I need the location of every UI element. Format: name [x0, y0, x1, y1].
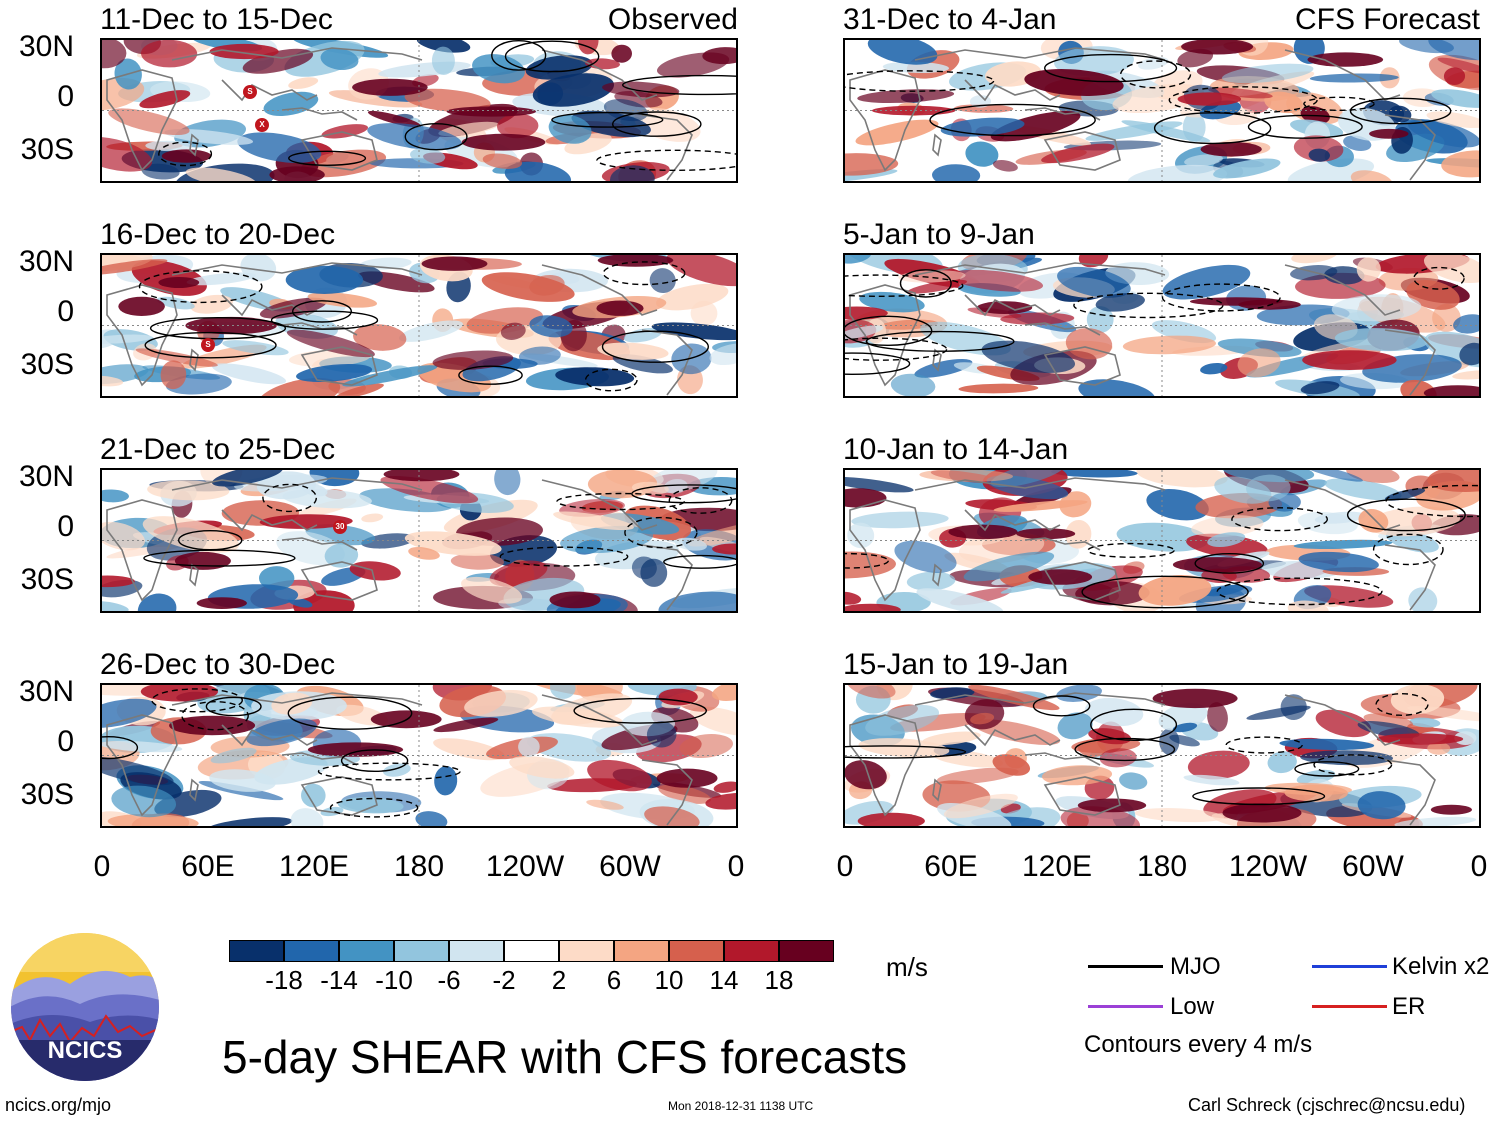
lon-label-l1: 60E [181, 850, 235, 883]
storm-marker: 30 [333, 520, 347, 534]
lat-label-left-2-0: 30N [18, 460, 74, 493]
map-panel-observed-4 [100, 683, 738, 828]
shear-field [845, 40, 1479, 181]
lat-label-left-1-2: 30S [20, 348, 74, 381]
map-panel-forecast-3 [843, 468, 1481, 613]
map-panel-observed-3: 30 [100, 468, 738, 613]
panel-title-left-4: 26-Dec to 30-Dec [100, 648, 336, 681]
colorbar-label: 10 [654, 965, 684, 995]
logo-text: NCICS [48, 1037, 123, 1064]
shear-field [102, 40, 736, 181]
colorbar-swatch [449, 940, 504, 962]
lat-label-left-1-1: 0 [57, 295, 74, 328]
lon-label-r2: 120E [1021, 850, 1093, 883]
lat-label-left-0-0: 30N [18, 30, 74, 63]
lon-label-r1: 60E [924, 850, 978, 883]
map-panel-forecast-2 [843, 253, 1481, 398]
colorbar-swatch [394, 940, 449, 962]
panel-title-left-3: 21-Dec to 25-Dec [100, 433, 336, 466]
colorbar-swatch [229, 940, 284, 962]
storm-marker: S [201, 338, 215, 352]
panel-title-right-3: 10-Jan to 14-Jan [843, 433, 1069, 466]
panel-title-left-2: 16-Dec to 20-Dec [100, 218, 336, 251]
footer-author: Carl Schreck (cjschrec@ncsu.edu) [1188, 1095, 1466, 1115]
lon-label-r3: 180 [1136, 850, 1188, 883]
footer-site: ncics.org/mjo [5, 1095, 112, 1115]
lon-label-l4: 120W [485, 850, 565, 883]
lon-label-l3: 180 [393, 850, 445, 883]
shear-field [102, 685, 736, 826]
lon-label-l0: 0 [93, 850, 111, 883]
colorbar-label: -18 [265, 965, 303, 995]
lat-label-left-2-1: 0 [57, 510, 74, 543]
ncics-logo: NCICS [11, 933, 159, 1081]
page-title: 5-day SHEAR with CFS forecasts [222, 1031, 908, 1083]
panel-tag-observed: Observed [607, 3, 738, 36]
footer-timestamp: Mon 2018-12-31 1138 UTC [668, 1099, 814, 1113]
storm-marker: X [255, 118, 269, 132]
lat-label-left-2-2: 30S [20, 563, 74, 596]
colorbar-swatch [284, 940, 339, 962]
colorbar-label: -14 [320, 965, 358, 995]
colorbar-swatch [724, 940, 779, 962]
lon-label-r0: 0 [836, 850, 854, 883]
panel-title-right-4: 15-Jan to 19-Jan [843, 648, 1069, 681]
legend-line-er [1312, 1005, 1387, 1008]
lat-label-left-3-1: 0 [57, 725, 74, 758]
lat-label-left-3-0: 30N [18, 675, 74, 708]
colorbar-swatch [559, 940, 614, 962]
lon-label-l6: 0 [727, 850, 745, 883]
shear-field [102, 255, 736, 396]
colorbar-label: -6 [437, 965, 461, 995]
colorbar-label: 18 [764, 965, 794, 995]
legend-label-kelvin: Kelvin x2 [1392, 953, 1490, 980]
shear-field [102, 470, 736, 611]
legend-line-kelvin [1312, 965, 1387, 968]
colorbar-label: 6 [606, 965, 622, 995]
colorbar-units: m/s [886, 952, 928, 982]
colorbar-label: -10 [375, 965, 413, 995]
legend-label-er: ER [1392, 993, 1426, 1020]
legend-label-low: Low [1170, 993, 1215, 1020]
legend-line-mjo [1088, 965, 1163, 968]
legend-contour-note: Contours every 4 m/s [1084, 1031, 1313, 1058]
lon-label-r5: 60W [1342, 850, 1404, 883]
panel-title-left-1: 11-Dec to 15-Dec [100, 3, 333, 36]
storm-marker: S [243, 85, 257, 99]
panel-tag-forecast: CFS Forecast [1294, 3, 1480, 36]
map-panel-forecast-1 [843, 38, 1481, 183]
legend-line-low [1088, 1005, 1163, 1008]
colorbar-label: 2 [551, 965, 567, 995]
colorbar-swatch [614, 940, 669, 962]
lon-label-l5: 60W [599, 850, 661, 883]
shear-field [845, 255, 1479, 396]
lat-label-left-0-2: 30S [20, 133, 74, 166]
colorbar-label: 14 [709, 965, 739, 995]
shear-field [845, 685, 1479, 826]
panel-title-right-2: 5-Jan to 9-Jan [843, 218, 1035, 251]
lat-label-left-3-2: 30S [20, 778, 74, 811]
panel-title-right-1: 31-Dec to 4-Jan [843, 3, 1057, 36]
map-panel-forecast-4 [843, 683, 1481, 828]
lat-label-left-1-0: 30N [18, 245, 74, 278]
colorbar-swatch [779, 940, 834, 962]
colorbar-label: -2 [492, 965, 516, 995]
lon-label-r6: 0 [1470, 850, 1488, 883]
colorbar-swatch [669, 940, 724, 962]
map-panel-observed-2: S [100, 253, 738, 398]
lon-label-l2: 120E [278, 850, 350, 883]
lat-label-left-0-1: 0 [57, 80, 74, 113]
colorbar-swatch [504, 940, 559, 962]
lon-label-r4: 120W [1228, 850, 1308, 883]
legend-label-mjo: MJO [1170, 953, 1221, 980]
colorbar-swatch [339, 940, 394, 962]
shear-field [845, 470, 1479, 611]
